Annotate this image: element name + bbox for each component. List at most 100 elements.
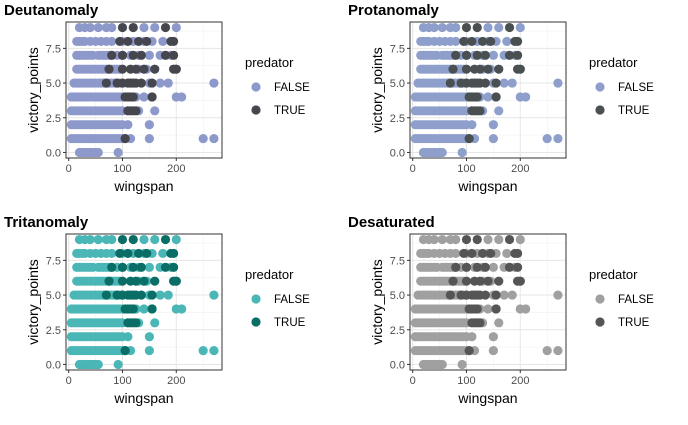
panel-border <box>409 233 567 371</box>
point-predator-true <box>147 78 157 88</box>
point-predator-false <box>488 50 498 60</box>
point-predator-false <box>437 147 447 158</box>
y-tick-label: 2.5 <box>390 325 405 337</box>
point-predator-true <box>486 36 496 47</box>
point-predator-true <box>472 50 482 60</box>
point-predator-false <box>144 262 154 272</box>
point-predator-false <box>488 133 498 144</box>
point-predator-true <box>472 234 482 245</box>
point-predator-true <box>461 22 472 33</box>
point-predator-false <box>209 290 219 300</box>
panel-border <box>65 233 223 371</box>
legend-key <box>251 105 261 115</box>
point-predator-true <box>448 276 458 286</box>
point-predator-false <box>457 147 467 158</box>
y-tick-label: 2.5 <box>390 113 405 125</box>
point-predator-false <box>158 248 168 259</box>
panel-title: Desaturated <box>348 214 435 231</box>
point-predator-true <box>117 50 128 60</box>
point-predator-true <box>128 234 138 245</box>
point-predator-true <box>136 78 146 88</box>
point-predator-false <box>93 22 103 33</box>
point-predator-false <box>155 290 165 300</box>
legend-title: predator <box>589 267 638 282</box>
point-predator-true <box>478 248 488 259</box>
panel-desaturated: Desaturated 0 100 200 0.0 2.5 5.0 7.5 wingspan vi… <box>348 214 654 406</box>
y-tick-label: 2.5 <box>46 113 61 125</box>
point-predator-true <box>131 318 141 328</box>
point-predator-true <box>134 248 144 259</box>
point-predator-false <box>488 120 498 130</box>
point-predator-true <box>515 276 525 286</box>
point-predator-true <box>480 262 490 272</box>
panel-tritanomaly: Tritanomaly 0 100 200 0.0 2.5 5.0 7.5 wingspan vi… <box>4 214 310 406</box>
point-predator-true <box>459 36 469 47</box>
legend-key <box>595 82 605 92</box>
point-predator-true <box>461 262 472 272</box>
x-tick-label: 200 <box>511 163 529 175</box>
point-predator-true <box>160 50 171 60</box>
point-predator-true <box>512 248 523 259</box>
point-predator-false <box>483 234 493 245</box>
panel-title: Deutanomaly <box>4 2 99 19</box>
point-predator-true <box>504 262 515 272</box>
point-predator-false <box>209 345 219 356</box>
point-predator-true <box>168 262 179 272</box>
point-predator-true <box>128 50 138 60</box>
point-predator-false <box>177 304 187 314</box>
legend-label: TRUE <box>618 317 650 329</box>
legend-label: FALSE <box>618 82 654 94</box>
point-predator-false <box>437 22 447 33</box>
point-predator-true <box>461 276 472 286</box>
point-predator-true <box>464 133 474 144</box>
point-predator-false <box>107 36 117 47</box>
panel-protanomaly: Protanomaly 0 100 200 0.0 2.5 5.0 7.5 wingspan vi… <box>348 2 654 194</box>
point-predator-false <box>107 234 117 245</box>
point-predator-false <box>451 22 461 33</box>
point-predator-false <box>507 78 517 88</box>
x-tick-label: 100 <box>457 375 475 387</box>
point-predator-true <box>448 64 458 74</box>
point-predator-true <box>480 290 490 300</box>
x-tick-label: 200 <box>167 163 185 175</box>
point-predator-true <box>467 36 477 47</box>
point-predator-true <box>128 262 138 272</box>
panel-title: Protanomaly <box>348 2 440 19</box>
point-predator-false <box>483 92 493 102</box>
point-predator-false <box>451 248 461 259</box>
point-predator-true <box>134 36 144 47</box>
points-layer <box>66 234 219 370</box>
point-predator-true <box>168 248 179 259</box>
point-predator-false <box>521 92 531 102</box>
point-predator-true <box>451 50 461 60</box>
point-predator-true <box>483 64 493 74</box>
point-predator-true <box>512 50 523 60</box>
point-predator-false <box>451 36 461 47</box>
point-predator-true <box>120 133 130 144</box>
point-predator-false <box>451 234 461 245</box>
x-axis-label: wingspan <box>113 390 173 406</box>
points-layer <box>410 22 563 158</box>
legend-key <box>251 294 261 304</box>
point-predator-false <box>139 92 149 102</box>
y-tick-label: 5.0 <box>390 78 405 90</box>
point-predator-true <box>131 276 141 286</box>
point-predator-false <box>107 22 117 33</box>
point-predator-true <box>475 64 485 74</box>
point-predator-false <box>113 359 123 370</box>
point-predator-true <box>467 248 477 259</box>
point-predator-true <box>472 22 482 33</box>
legend-label: TRUE <box>274 105 306 117</box>
point-predator-true <box>139 64 149 74</box>
point-predator-true <box>171 276 181 286</box>
point-predator-true <box>104 64 114 74</box>
point-predator-false <box>429 234 439 245</box>
point-predator-false <box>494 106 504 116</box>
point-predator-true <box>478 36 488 47</box>
y-tick-label: 0.0 <box>390 359 405 371</box>
point-predator-false <box>502 248 512 259</box>
point-predator-false <box>158 36 168 47</box>
point-predator-false <box>494 22 504 33</box>
point-predator-true <box>451 262 461 272</box>
point-predator-false <box>150 234 160 245</box>
